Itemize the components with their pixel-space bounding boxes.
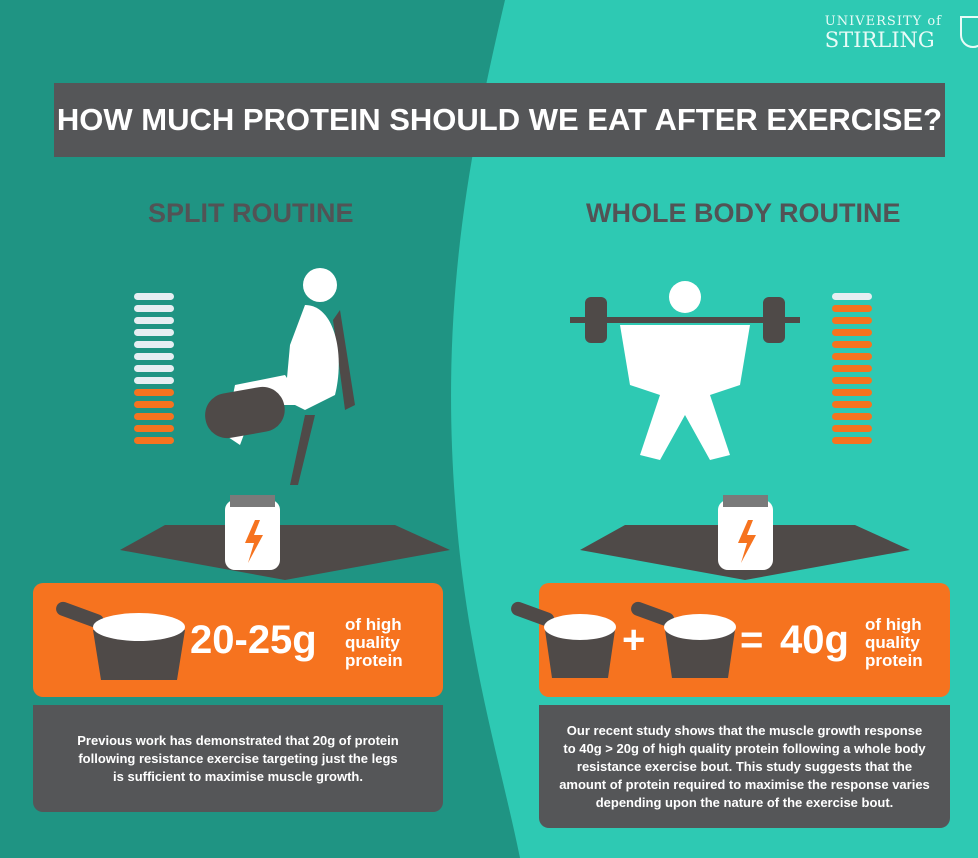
- protein-scoop-icon: [511, 601, 616, 678]
- description-left: Previous work has demonstrated that 20g …: [33, 705, 443, 812]
- level-bar-orange: [134, 425, 174, 432]
- level-bar-white: [134, 317, 174, 324]
- level-bar-orange: [832, 425, 872, 432]
- level-bar-orange: [134, 437, 174, 444]
- description-right: Our recent study shows that the muscle g…: [539, 705, 950, 828]
- level-bar-white: [134, 353, 174, 360]
- level-bar-white: [134, 329, 174, 336]
- logo-line2: STIRLING: [824, 28, 935, 52]
- level-bar-white: [134, 365, 174, 372]
- level-bar-orange: [832, 365, 872, 372]
- university-logo: UNIVERSITY of STIRLING: [824, 14, 978, 52]
- level-bar-white: [134, 341, 174, 348]
- level-bar-white: [134, 293, 174, 300]
- amount-right: 40g: [780, 618, 849, 662]
- level-bars-right: [832, 293, 872, 449]
- amount-left: 20-25g: [190, 618, 317, 662]
- level-bar-orange: [832, 341, 872, 348]
- level-bar-orange: [832, 413, 872, 420]
- level-bar-white: [134, 305, 174, 312]
- logo-line1: UNIVERSITY of: [824, 14, 942, 29]
- level-bar-orange: [832, 437, 872, 444]
- level-bar-white: [134, 377, 174, 384]
- split-routine-heading: SPLIT ROUTINE: [148, 198, 354, 228]
- level-bar-orange: [134, 401, 174, 408]
- arrow-funnel-left: [120, 495, 450, 580]
- equals-sign: =: [740, 618, 764, 662]
- level-bar-orange: [832, 353, 872, 360]
- level-bar-orange: [832, 305, 872, 312]
- protein-scoop-icon: [56, 601, 185, 680]
- protein-scoop-icon: [631, 601, 736, 678]
- level-bar-orange: [832, 377, 872, 384]
- page-title: HOW MUCH PROTEIN SHOULD WE EAT AFTER EXE…: [54, 83, 945, 157]
- level-bar-orange: [832, 401, 872, 408]
- amount-note-right: of high quality protein: [865, 615, 923, 670]
- level-bar-orange: [134, 389, 174, 396]
- level-bars-left: [134, 293, 174, 449]
- barbell-squat-icon: [570, 281, 800, 460]
- level-bar-orange: [832, 317, 872, 324]
- level-bar-orange: [134, 413, 174, 420]
- whole-body-heading: WHOLE BODY ROUTINE: [586, 198, 901, 228]
- arrow-funnel-right: [580, 495, 910, 580]
- level-bar-orange: [832, 389, 872, 396]
- leg-extension-icon: [205, 268, 355, 485]
- level-bar-orange: [832, 329, 872, 336]
- plus-sign: +: [622, 618, 646, 662]
- amount-note-left: of high quality protein: [345, 615, 403, 670]
- crest-icon: [959, 16, 978, 48]
- level-bar-white: [832, 293, 872, 300]
